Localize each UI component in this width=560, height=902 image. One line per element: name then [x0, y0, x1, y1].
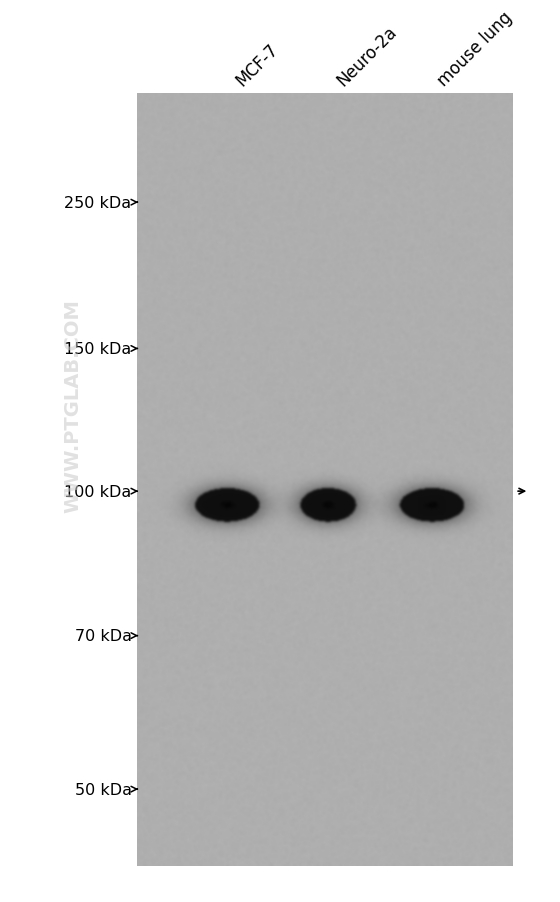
Text: MCF-7: MCF-7	[232, 41, 282, 90]
Text: Neuro-2a: Neuro-2a	[333, 23, 400, 90]
Text: WWW.PTGLAB.COM: WWW.PTGLAB.COM	[63, 299, 82, 512]
Text: mouse lung: mouse lung	[434, 9, 516, 90]
Text: 100 kDa: 100 kDa	[64, 484, 137, 499]
Text: 150 kDa: 150 kDa	[64, 342, 137, 356]
Text: 250 kDa: 250 kDa	[64, 196, 137, 210]
Text: 50 kDa: 50 kDa	[74, 782, 137, 796]
Text: 70 kDa: 70 kDa	[74, 629, 137, 643]
